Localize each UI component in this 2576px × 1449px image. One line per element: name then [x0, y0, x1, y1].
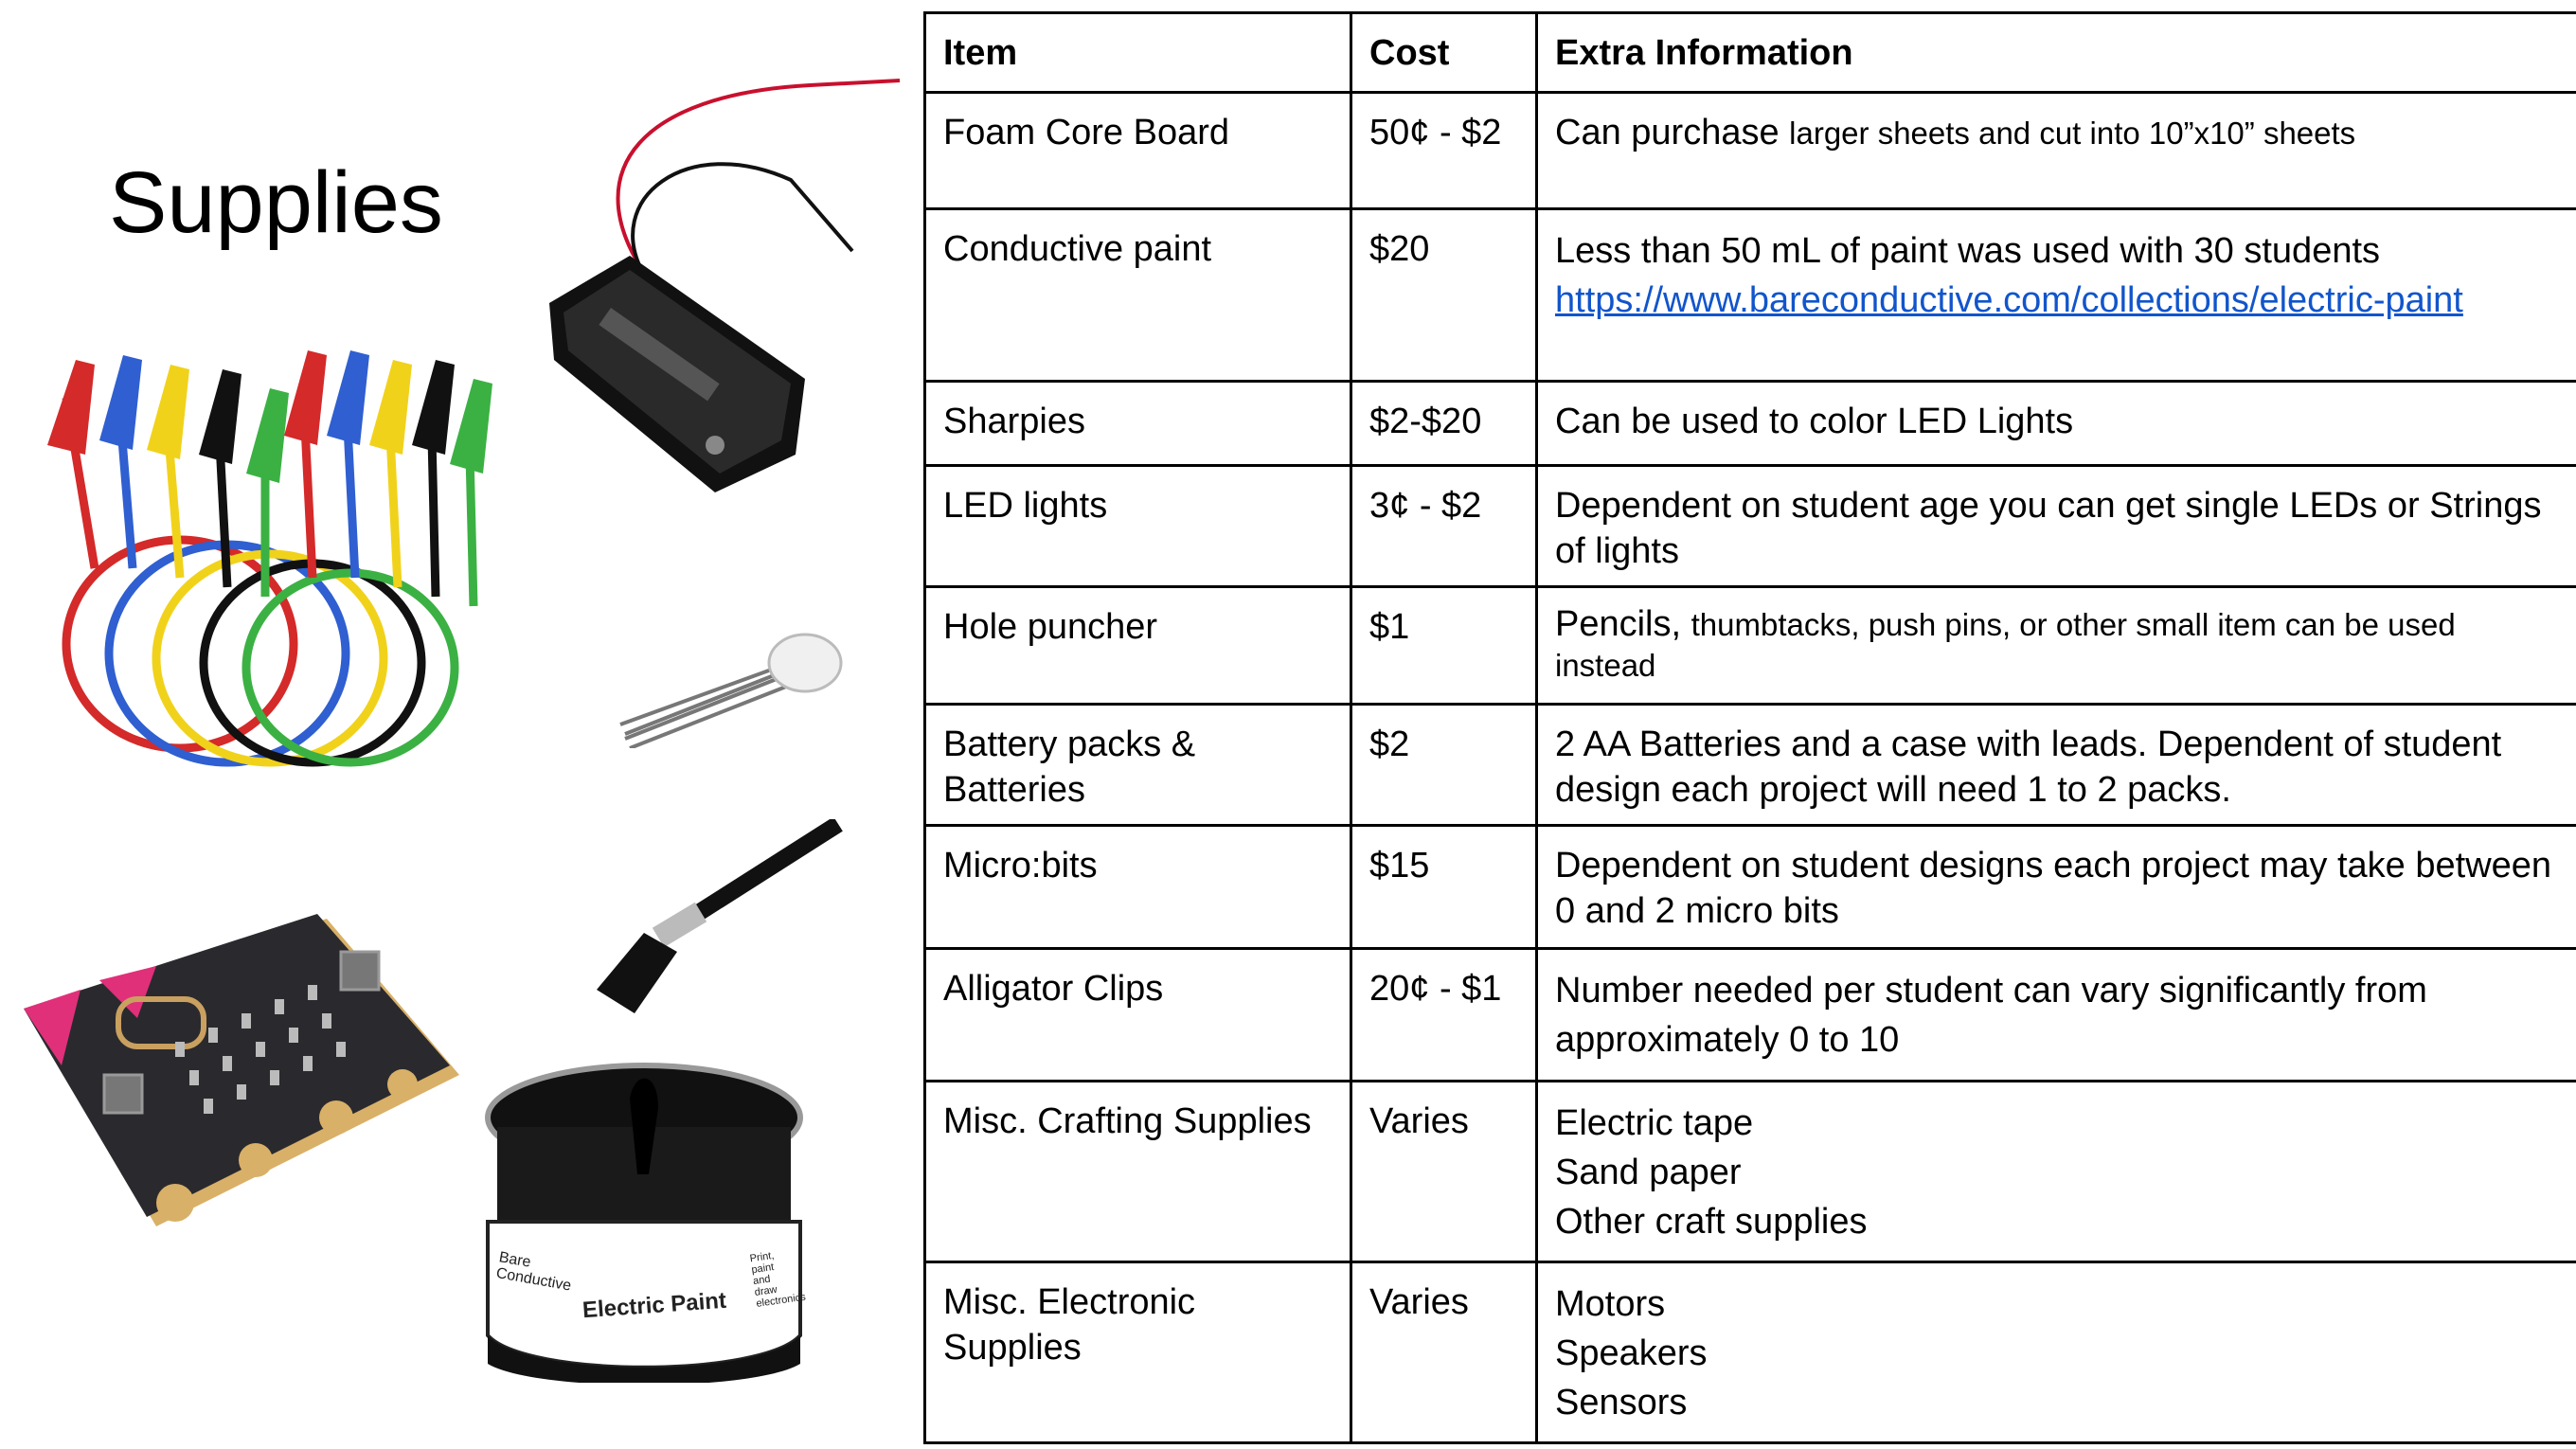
electric-paint-link[interactable]: https://www.bareconductive.com/collectio… — [1555, 280, 2463, 320]
paint-brush-icon — [597, 819, 843, 1013]
cost-cell: $1 — [1350, 585, 1538, 706]
item-cell: Sharpies — [923, 380, 1352, 467]
cost-cell: 50¢ - $2 — [1350, 91, 1538, 210]
table-row: Sharpies $2-$20 Can be used to color LED… — [923, 380, 2576, 467]
cost-cell: Varies — [1350, 1261, 1538, 1444]
info-line: Electric tape — [1555, 1103, 1754, 1143]
item-cell: Battery packs & Batteries — [923, 703, 1352, 827]
electric-paint-jar-icon: Bare Conductive Electric Paint Print, pa… — [469, 1051, 819, 1383]
info-cell: Electric tape Sand paper Other craft sup… — [1535, 1080, 2576, 1263]
cost-cell: $2-$20 — [1350, 380, 1538, 467]
item-cell: Hole puncher — [923, 585, 1352, 706]
alligator-clip-cables-icon — [47, 350, 492, 767]
info-cell: Motors Speakers Sensors — [1535, 1261, 2576, 1444]
info-line: Speakers — [1555, 1333, 1708, 1373]
led-icon — [619, 633, 843, 748]
info-cell: Pencils, thumbtacks, push pins, or other… — [1535, 585, 2576, 706]
info-cell: Less than 50 mL of paint was used with 3… — [1535, 207, 2576, 383]
info-cell: Can be used to color LED Lights — [1535, 380, 2576, 467]
table-row: Misc. Electronic Supplies Varies Motors … — [923, 1261, 2576, 1444]
table-row: Micro:bits $15 Dependent on student desi… — [923, 824, 2576, 950]
item-cell: Misc. Crafting Supplies — [923, 1080, 1352, 1263]
info-line: Sensors — [1555, 1383, 1688, 1422]
item-cell: Micro:bits — [923, 824, 1352, 950]
info-cell: Number needed per student can vary signi… — [1535, 947, 2576, 1082]
cost-cell: $15 — [1350, 824, 1538, 950]
table-row: Foam Core Board 50¢ - $2 Can purchase la… — [923, 91, 2576, 210]
cost-cell: 3¢ - $2 — [1350, 464, 1538, 588]
info-text: Less than 50 mL of paint was used with 3… — [1555, 231, 2381, 271]
info-line: Sand paper — [1555, 1153, 1742, 1192]
info-text: Can purchase — [1555, 113, 1790, 152]
table-row: Misc. Crafting Supplies Varies Electric … — [923, 1080, 2576, 1263]
header-item: Item — [923, 11, 1352, 94]
header-extra-information: Extra Information — [1535, 11, 2576, 94]
battery-holder-icon — [549, 79, 901, 492]
info-cell: Dependent on student age you can get sin… — [1535, 464, 2576, 588]
table-header-row: Item Cost Extra Information — [923, 11, 2576, 94]
info-line: Motors — [1555, 1284, 1666, 1324]
header-cost: Cost — [1350, 11, 1538, 94]
info-text-small: larger sheets and cut into 10”x10” sheet… — [1789, 116, 2356, 151]
item-cell: Misc. Electronic Supplies — [923, 1261, 1352, 1444]
table-row: LED lights 3¢ - $2 Dependent on student … — [923, 464, 2576, 588]
info-cell: Can purchase larger sheets and cut into … — [1535, 91, 2576, 210]
cost-cell: 20¢ - $1 — [1350, 947, 1538, 1082]
table-row: Conductive paint $20 Less than 50 mL of … — [923, 207, 2576, 383]
table-row: Alligator Clips 20¢ - $1 Number needed p… — [923, 947, 2576, 1082]
item-cell: LED lights — [923, 464, 1352, 588]
table-row: Hole puncher $1 Pencils, thumbtacks, pus… — [923, 585, 2576, 706]
jar-side-text: Print, paint and draw electronics — [749, 1249, 807, 1310]
microbit-board-icon — [24, 914, 459, 1226]
info-line: Other craft supplies — [1555, 1202, 1868, 1242]
item-cell: Conductive paint — [923, 207, 1352, 383]
table-row: Battery packs & Batteries $2 2 AA Batter… — [923, 703, 2576, 827]
info-cell: Dependent on student designs each projec… — [1535, 824, 2576, 950]
cost-cell: Varies — [1350, 1080, 1538, 1263]
info-cell: 2 AA Batteries and a case with leads. De… — [1535, 703, 2576, 827]
info-text-small: thumbtacks, push pins, or other small it… — [1555, 607, 2456, 683]
item-cell: Alligator Clips — [923, 947, 1352, 1082]
cost-cell: $2 — [1350, 703, 1538, 827]
cost-cell: $20 — [1350, 207, 1538, 383]
supplies-table: Item Cost Extra Information Foam Core Bo… — [923, 11, 2576, 1444]
info-text: Pencils, — [1555, 604, 1691, 644]
page-title: Supplies — [109, 154, 443, 251]
item-cell: Foam Core Board — [923, 91, 1352, 210]
